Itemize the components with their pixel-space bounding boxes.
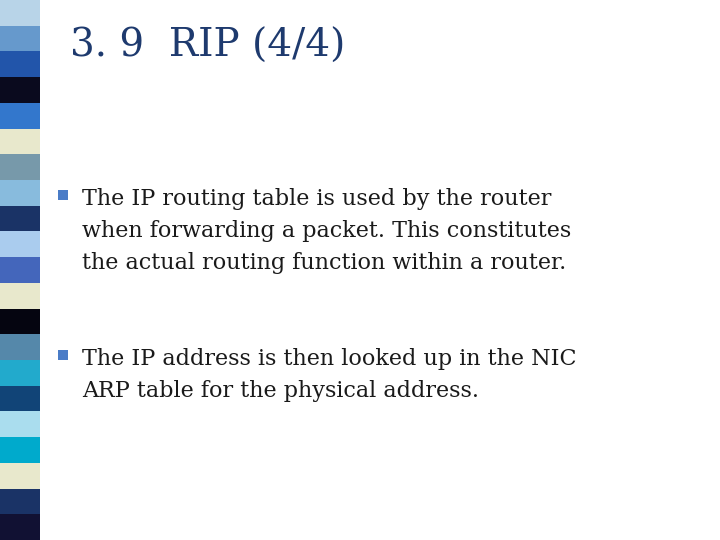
Bar xyxy=(58,350,68,360)
Bar xyxy=(0,283,40,308)
Bar xyxy=(0,51,40,77)
Bar xyxy=(0,437,40,463)
Text: 3. 9  RIP (4/4): 3. 9 RIP (4/4) xyxy=(70,28,346,65)
Bar xyxy=(0,180,40,206)
Bar xyxy=(0,308,40,334)
Bar xyxy=(58,190,68,200)
Bar xyxy=(0,77,40,103)
Bar xyxy=(0,334,40,360)
Bar xyxy=(0,489,40,514)
Bar xyxy=(0,386,40,411)
Bar xyxy=(0,129,40,154)
Bar xyxy=(0,0,40,26)
Text: The IP address is then looked up in the NIC
ARP table for the physical address.: The IP address is then looked up in the … xyxy=(82,348,577,402)
Bar xyxy=(0,206,40,232)
Bar xyxy=(0,232,40,257)
Bar xyxy=(0,103,40,129)
Text: The IP routing table is used by the router
when forwarding a packet. This consti: The IP routing table is used by the rout… xyxy=(82,188,571,274)
Bar xyxy=(0,360,40,386)
Bar xyxy=(0,463,40,489)
Bar xyxy=(0,257,40,283)
Bar xyxy=(0,154,40,180)
Bar xyxy=(0,411,40,437)
Bar xyxy=(0,514,40,540)
Bar xyxy=(0,26,40,51)
